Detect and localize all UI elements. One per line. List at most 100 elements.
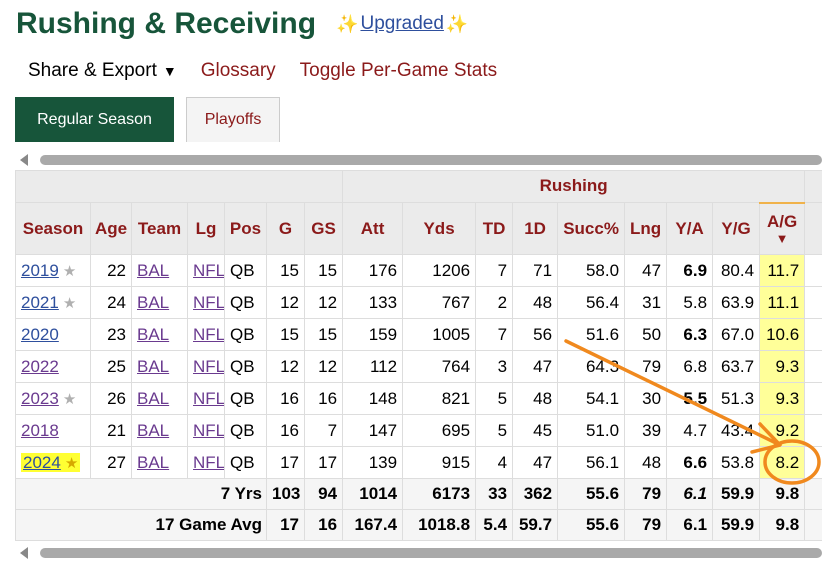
scroll-left-icon[interactable] xyxy=(20,547,28,559)
cell-age: 21 xyxy=(90,414,132,447)
league-link[interactable]: NFL xyxy=(193,260,225,280)
team-link[interactable]: BAL xyxy=(137,356,170,376)
cell-yds: 1005 xyxy=(402,318,477,351)
cell-lng: 30 xyxy=(624,382,668,415)
col-header-att[interactable]: Att xyxy=(342,202,404,255)
team-link[interactable]: BAL xyxy=(137,452,170,472)
cell-gs: 16 xyxy=(303,509,344,541)
cell-succ: 51.0 xyxy=(557,414,626,447)
col-header-age[interactable]: Age xyxy=(90,202,132,255)
horizontal-scrollbar-bottom[interactable] xyxy=(18,546,822,560)
scrollbar-thumb[interactable] xyxy=(40,548,822,558)
col-header-team[interactable]: Team xyxy=(131,202,188,255)
team-link[interactable]: BAL xyxy=(137,260,170,280)
glossary-link[interactable]: Glossary xyxy=(200,60,276,81)
cell-td: 2 xyxy=(475,286,514,319)
cell-season: 2023 ★ xyxy=(15,382,91,415)
cell-td: 3 xyxy=(475,350,514,383)
tab-playoffs[interactable]: Playoffs xyxy=(186,97,280,142)
cell-td: 7 xyxy=(475,318,514,351)
cell-g: 15 xyxy=(266,318,305,351)
season-link[interactable]: 2020 xyxy=(21,324,59,344)
cell-lng: 47 xyxy=(624,254,668,287)
cell-season: 2021 ★ xyxy=(15,286,91,319)
cell-att: 176 xyxy=(342,254,404,287)
league-link[interactable]: NFL xyxy=(193,356,225,376)
cell-1d: 48 xyxy=(512,382,559,415)
col-header-gs[interactable]: GS xyxy=(303,202,344,255)
col-header-lng[interactable]: Lng xyxy=(624,202,668,255)
cell-more xyxy=(804,286,822,319)
cell-age: 25 xyxy=(90,350,132,383)
upgraded-link[interactable]: Upgraded xyxy=(360,13,444,34)
cell-succ: 64.3 xyxy=(557,350,626,383)
cell-yg: 53.8 xyxy=(712,446,761,479)
cell-team: BAL xyxy=(131,318,188,351)
cell-lng: 31 xyxy=(624,286,668,319)
game-avg-row: 17 Game Avg 17 16 167.4 1018.8 5.4 59.7 55.6 79 6… xyxy=(15,509,822,541)
cell-td: 7 xyxy=(475,254,514,287)
col-header-season[interactable]: Season xyxy=(15,202,91,255)
col-header-pos[interactable]: Pos xyxy=(224,202,267,255)
team-link[interactable]: BAL xyxy=(137,324,170,344)
cell-gs: 16 xyxy=(303,382,344,415)
team-link[interactable]: BAL xyxy=(137,420,170,440)
col-header-td[interactable]: TD xyxy=(475,202,514,255)
cell-pos: QB xyxy=(224,318,267,351)
page-title: Rushing & Receiving xyxy=(16,7,317,40)
season-link[interactable]: 2018 xyxy=(21,420,59,440)
career-totals-row: 7 Yrs 103 94 1014 6173 33 362 55.6 79 6.1 59.9 9.8 xyxy=(15,478,822,510)
col-header-yg[interactable]: Y/G xyxy=(712,202,761,255)
col-header-g[interactable]: G xyxy=(266,202,305,255)
tab-regular-season[interactable]: Regular Season xyxy=(15,97,174,142)
league-link[interactable]: NFL xyxy=(193,324,225,344)
cell-gs: 15 xyxy=(303,254,344,287)
season-link[interactable]: 2022 xyxy=(21,356,59,376)
share-export-menu[interactable]: Share & Export ▼ xyxy=(28,60,177,82)
season-link[interactable]: 2023 xyxy=(21,388,59,408)
cell-ya: 6.1 xyxy=(666,478,714,510)
cell-lg: NFL xyxy=(187,286,225,319)
cell-lg: NFL xyxy=(187,350,225,383)
cell-succ: 55.6 xyxy=(557,509,626,541)
cell-team: BAL xyxy=(131,414,188,447)
col-header-ya[interactable]: Y/A xyxy=(666,202,714,255)
col-header-lg[interactable]: Lg xyxy=(187,202,225,255)
season-tabs: Regular Season Playoffs xyxy=(15,97,280,142)
cell-season: 2019 ★ xyxy=(15,254,91,287)
league-link[interactable]: NFL xyxy=(193,452,225,472)
cell-td: 33 xyxy=(475,478,514,510)
horizontal-scrollbar-top[interactable] xyxy=(18,153,822,167)
league-link[interactable]: NFL xyxy=(193,292,225,312)
season-link[interactable]: 2021 xyxy=(21,292,59,312)
cell-age: 22 xyxy=(90,254,132,287)
cell-g: 16 xyxy=(266,414,305,447)
over-header-blank xyxy=(14,170,344,203)
sparkle-icon: ✨ xyxy=(445,13,469,34)
caret-down-icon: ▼ xyxy=(162,63,177,79)
scroll-left-icon[interactable] xyxy=(20,154,28,166)
cell-yg: 63.9 xyxy=(712,286,761,319)
cell-g: 12 xyxy=(266,350,305,383)
season-wrap: 2021 ★ xyxy=(21,293,76,312)
cell-team: BAL xyxy=(131,350,188,383)
col-header-ag[interactable]: A/G ▼ xyxy=(759,201,806,255)
col-header-yds[interactable]: Yds xyxy=(402,202,477,255)
cell-1d: 47 xyxy=(512,350,559,383)
toggle-per-game-link[interactable]: Toggle Per-Game Stats xyxy=(299,60,498,81)
team-link[interactable]: BAL xyxy=(137,292,170,312)
cell-ag: 9.8 xyxy=(759,478,806,510)
cell-ya: 5.8 xyxy=(666,286,714,319)
summary-label: 7 Yrs xyxy=(15,478,267,510)
season-wrap: 2020 xyxy=(21,325,59,344)
league-link[interactable]: NFL xyxy=(193,388,225,408)
team-link[interactable]: BAL xyxy=(137,388,170,408)
col-header-succ[interactable]: Succ% xyxy=(557,202,626,255)
league-link[interactable]: NFL xyxy=(193,420,225,440)
col-header-1d[interactable]: 1D xyxy=(512,202,559,255)
cell-att: 1014 xyxy=(342,478,404,510)
season-link[interactable]: 2019 xyxy=(21,260,59,280)
cell-att: 139 xyxy=(342,446,404,479)
season-link[interactable]: 2024 xyxy=(23,452,61,472)
scrollbar-thumb[interactable] xyxy=(40,155,822,165)
